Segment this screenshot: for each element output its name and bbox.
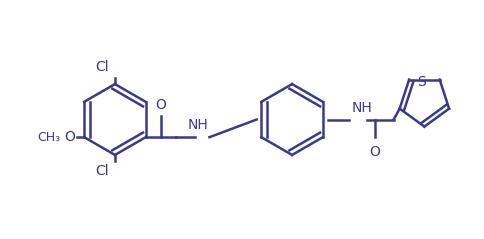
Text: Cl: Cl [95,164,108,178]
Text: NH: NH [187,119,208,132]
Text: O: O [64,130,75,144]
Text: CH₃: CH₃ [37,131,60,144]
Text: O: O [155,98,166,112]
Text: O: O [369,145,379,158]
Text: Cl: Cl [95,60,108,74]
Text: S: S [417,75,425,89]
Text: NH: NH [350,101,371,115]
